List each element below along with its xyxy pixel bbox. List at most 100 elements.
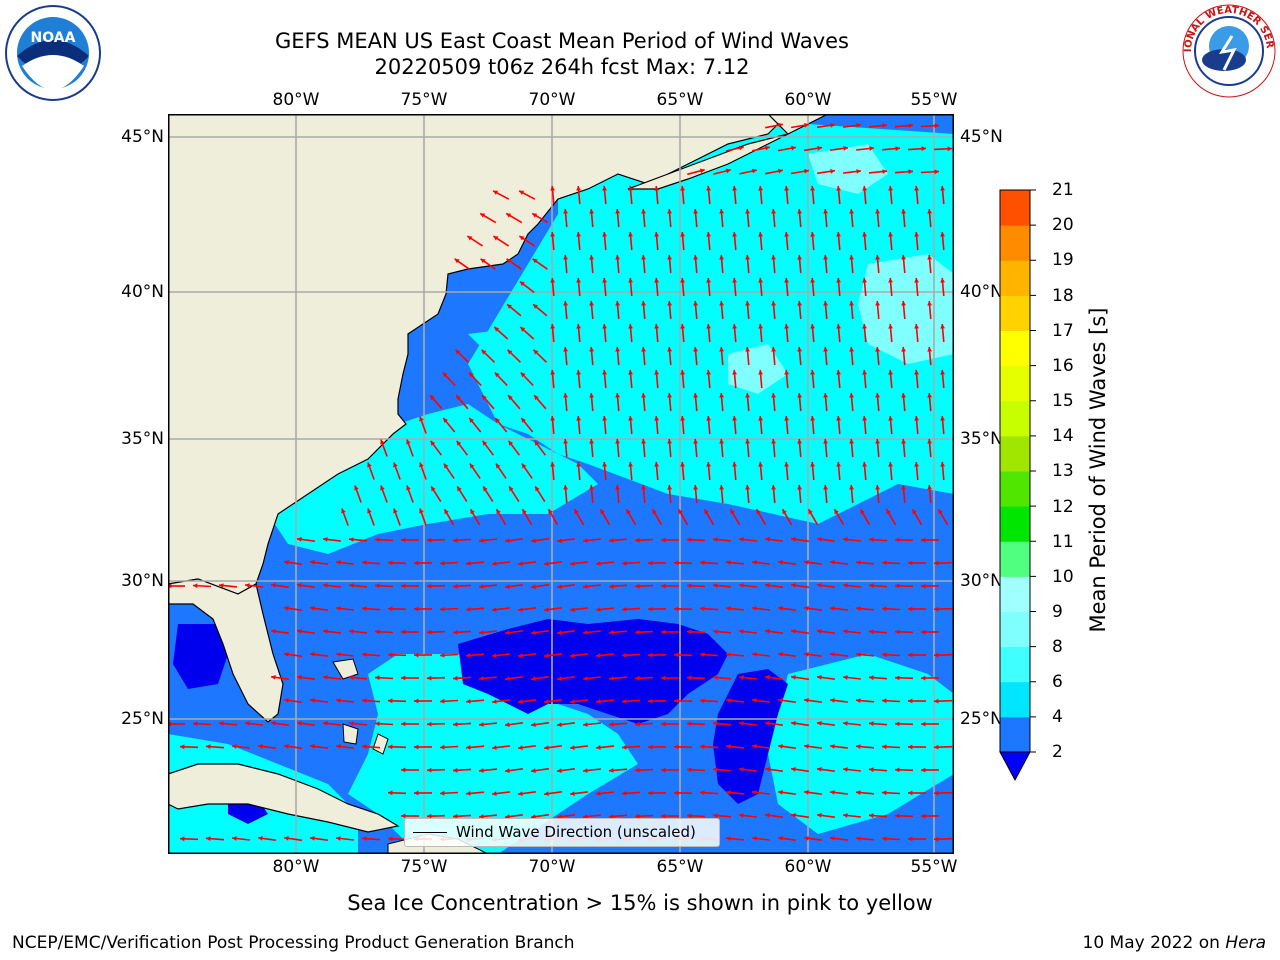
wave-arrow-head xyxy=(297,537,302,542)
wave-arrow-head xyxy=(440,698,445,704)
wave-arrow-head xyxy=(778,606,783,611)
wave-arrow-head xyxy=(495,463,501,469)
wave-arrow-head xyxy=(505,676,510,681)
wave-arrow-head xyxy=(454,258,460,264)
wave-arrow-head xyxy=(921,675,926,681)
wave-arrow-head xyxy=(431,486,436,492)
wave-arrow-head xyxy=(895,583,900,589)
wave-arrow-head xyxy=(453,583,458,589)
wave-arrow-head xyxy=(843,813,848,818)
wave-arrow-head xyxy=(455,349,461,355)
wave-arrow-head xyxy=(506,258,512,264)
wave-arrow-head xyxy=(323,721,328,726)
wave-arrow-head xyxy=(622,698,627,704)
wave-arrow-head xyxy=(849,209,854,214)
wave-arrow-head xyxy=(719,485,724,490)
wave-arrow-head xyxy=(427,675,432,681)
wave-arrow-head xyxy=(888,278,893,283)
wave-arrow-head xyxy=(518,561,523,566)
wave-arrow-head xyxy=(349,675,354,680)
wave-arrow-head xyxy=(550,324,555,329)
wave-arrow-head xyxy=(583,768,588,773)
colorbar-segment xyxy=(1000,506,1030,542)
wave-arrow-head xyxy=(869,675,874,681)
wave-arrow-head xyxy=(667,301,672,306)
wave-arrow-head xyxy=(323,629,328,634)
wave-arrow-head xyxy=(706,324,711,329)
wave-arrow-head xyxy=(570,607,575,612)
nws-logo: NATIONAL WEATHER SERVICE xyxy=(1176,0,1278,100)
chart-title: GEFS MEAN US East Coast Mean Period of W… xyxy=(275,29,849,53)
wave-arrow-head xyxy=(752,652,757,657)
wave-arrow-head xyxy=(856,744,861,749)
wave-arrow-head xyxy=(193,721,198,727)
wave-arrow-head xyxy=(706,278,711,283)
wave-arrow-head xyxy=(635,721,640,727)
wave-arrow-head xyxy=(544,653,549,658)
wave-arrow-head xyxy=(791,813,796,818)
wave-arrow-head xyxy=(934,606,939,612)
colorbar-segment xyxy=(1000,330,1030,367)
wave-arrow-head xyxy=(713,813,718,818)
wave-arrow-head xyxy=(765,145,770,151)
wave-arrow-head xyxy=(635,813,640,819)
wave-arrow-head xyxy=(921,629,926,635)
wave-arrow-head xyxy=(869,583,874,589)
wave-arrow-head xyxy=(648,652,653,658)
wave-arrow-head xyxy=(563,209,568,214)
colorbar-segment xyxy=(1000,295,1030,331)
wave-arrow-head xyxy=(927,347,932,352)
wave-arrow-head xyxy=(726,744,731,749)
colorbar-tick: 13 xyxy=(1052,461,1074,481)
wave-arrow-head xyxy=(860,509,865,515)
wave-arrow-head xyxy=(843,675,848,680)
wave-arrow-head xyxy=(823,439,828,444)
colorbar-tick: 15 xyxy=(1052,391,1074,411)
wave-arrow-head xyxy=(667,393,672,398)
lat-label-left: 35°N xyxy=(121,429,164,449)
high-period-regions xyxy=(728,144,954,394)
wave-arrow-head xyxy=(882,790,887,796)
wave-arrow-head xyxy=(830,652,835,657)
wave-arrow-head xyxy=(362,560,367,565)
wave-arrow-head xyxy=(882,169,887,174)
wave-arrow-head xyxy=(784,370,789,375)
wave-arrow-head xyxy=(934,652,939,658)
colorbar-segment xyxy=(1000,365,1030,402)
wave-arrow-head xyxy=(940,186,945,191)
wave-arrow-head xyxy=(804,790,809,795)
wave-arrow-head xyxy=(843,537,848,542)
wave-arrow-head xyxy=(782,509,787,515)
wave-arrow-head xyxy=(388,744,393,750)
wave-arrow-head xyxy=(804,122,809,128)
wave-arrow-head xyxy=(804,652,809,657)
wave-arrow-head xyxy=(908,560,913,566)
wave-arrow-head xyxy=(719,209,724,214)
wave-arrow-head xyxy=(480,258,486,264)
wave-arrow-head xyxy=(680,278,685,283)
wave-arrow-head xyxy=(414,790,419,796)
wave-arrow-head xyxy=(492,653,497,658)
wave-arrow-head xyxy=(699,168,705,174)
wave-arrow-head xyxy=(908,652,913,658)
wave-arrow-head xyxy=(518,607,523,612)
map-legend: Wind Wave Direction (unscaled) xyxy=(404,818,720,847)
wave-arrow-head xyxy=(765,537,770,542)
wave-arrow-head xyxy=(869,721,874,727)
wave-arrow-head xyxy=(521,418,526,423)
wave-arrow-head xyxy=(745,209,750,214)
wave-arrow-head xyxy=(908,169,913,175)
wave-arrow-head xyxy=(535,486,540,492)
wave-arrow-head xyxy=(622,744,627,750)
wave-arrow-head xyxy=(641,209,646,214)
wave-arrow-head xyxy=(505,722,510,727)
wave-arrow-head xyxy=(414,606,419,612)
wave-arrow-head xyxy=(440,790,445,796)
wave-arrow-head xyxy=(756,509,761,515)
colorbar-tick: 2 xyxy=(1052,742,1063,762)
wave-arrow-head xyxy=(836,278,841,283)
wave-arrow-head xyxy=(206,744,211,749)
wave-arrow-head xyxy=(914,232,919,237)
lat-label-right: 40°N xyxy=(960,282,1003,302)
wave-arrow-head xyxy=(583,538,588,543)
